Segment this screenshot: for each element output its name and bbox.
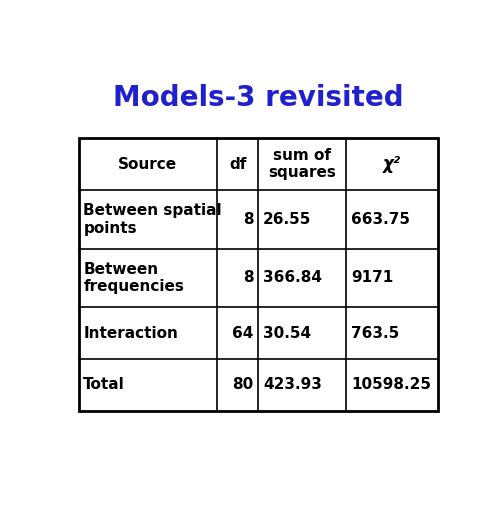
Text: 26.55: 26.55	[263, 212, 311, 227]
Text: 10598.25: 10598.25	[351, 377, 431, 392]
Text: Between spatial
points: Between spatial points	[83, 203, 222, 235]
Text: Between
frequencies: Between frequencies	[83, 262, 184, 294]
Text: 366.84: 366.84	[263, 271, 322, 285]
Text: 64: 64	[232, 326, 254, 340]
Text: sum of
squares: sum of squares	[269, 148, 336, 180]
Bar	[79, 138, 438, 411]
Text: Interaction: Interaction	[83, 326, 178, 340]
Text: 663.75: 663.75	[351, 212, 410, 227]
Text: df: df	[229, 157, 246, 172]
Text: Total: Total	[83, 377, 125, 392]
Text: Models-3 revisited: Models-3 revisited	[113, 83, 404, 112]
Text: χ²: χ²	[383, 155, 401, 173]
Text: Source: Source	[118, 157, 177, 172]
Text: 80: 80	[232, 377, 254, 392]
Text: 9171: 9171	[351, 271, 393, 285]
Text: 423.93: 423.93	[263, 377, 322, 392]
Text: 8: 8	[243, 212, 254, 227]
Text: 8: 8	[243, 271, 254, 285]
Text: 763.5: 763.5	[351, 326, 399, 340]
Text: 30.54: 30.54	[263, 326, 311, 340]
